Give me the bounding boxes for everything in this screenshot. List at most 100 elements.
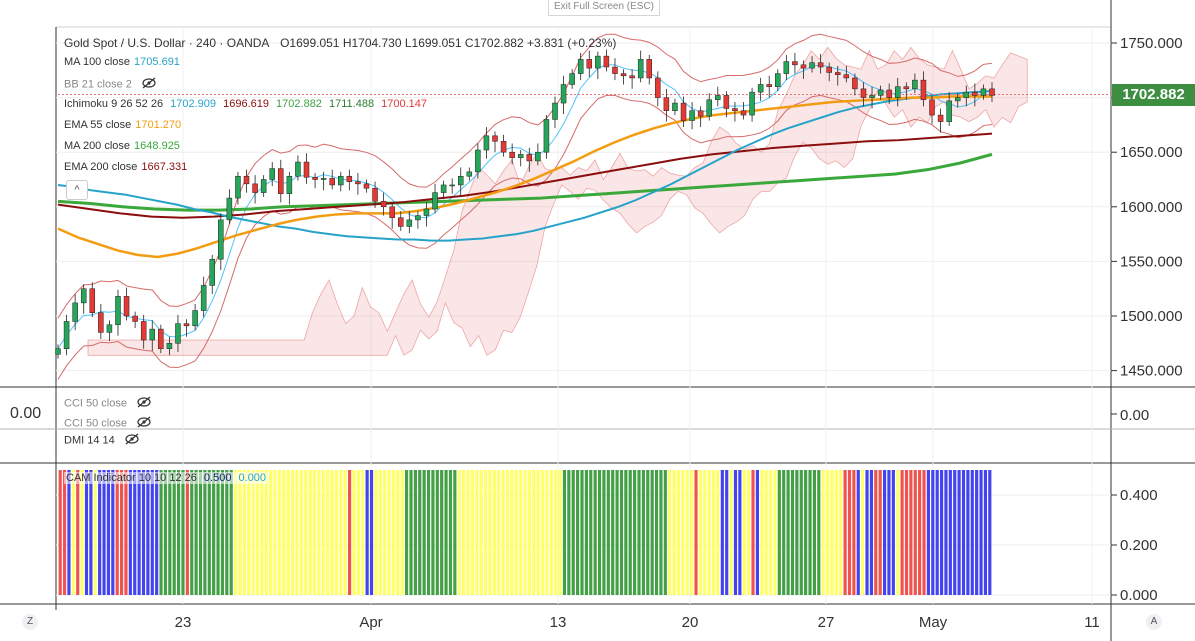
legend-bb[interactable]: BB 21 close 2 [64,77,157,92]
ema200-line [57,132,993,219]
cam-bar [887,470,891,595]
cam-bar [624,470,628,595]
collapse-legend-button[interactable]: ^ [66,180,88,200]
candle-body [355,181,361,185]
candle-body [449,184,455,187]
candle-body [183,323,190,327]
cam-bar [475,470,479,595]
cam-bar [185,470,189,595]
candle-body [629,75,635,79]
legend-cci-1[interactable]: CCI 50 close [64,396,152,411]
cam-bar [633,470,637,595]
exit-fullscreen-button[interactable]: Exit Full Screen (ESC) [548,0,660,16]
cam-bar [922,470,926,595]
candle-body [612,66,618,74]
cam-bar [554,470,558,595]
cam-bar [558,470,562,595]
candle-body [912,79,918,90]
cam-bar [861,470,865,595]
candle-body [843,74,850,79]
cam-bar [321,470,325,595]
cam-bar [856,470,860,595]
candle-body [483,135,490,151]
legend-ma100[interactable]: MA 100 close 1705.691 [64,56,180,68]
cam-bar [795,470,799,595]
cam-bar [194,470,198,595]
ichimoku-cloud-area [87,46,1028,356]
cam-bar [966,470,970,595]
candle-body [218,219,224,260]
cam-bar [119,470,124,595]
cam-bar [264,470,268,595]
cam-bar [804,470,808,595]
left-corner-button[interactable]: Z [22,614,38,630]
cam-bar [409,470,413,595]
candle-body [586,59,593,69]
cam-bar [334,470,339,595]
ema55-value: 1701.270 [135,119,182,131]
candle-body [929,99,935,116]
cam-bar [453,470,457,595]
cam-bar [751,470,755,595]
cam-bar [348,470,352,595]
x-tick-label: 20 [682,614,699,631]
hidden-eye-icon[interactable] [141,77,157,92]
moving-averages [57,90,1111,259]
ma200-label: MA 200 close [64,140,131,152]
cam-bar [435,470,439,595]
candle-body [346,175,353,182]
cam-bar [488,470,492,595]
cam-bar [847,470,852,595]
candle-body [286,175,293,194]
hidden-eye-icon[interactable] [124,433,140,448]
legend-ema55[interactable]: EMA 55 close 1701.270 [64,119,181,131]
legend-cci-2[interactable]: CCI 50 close [64,416,152,428]
hidden-eye-icon[interactable] [136,416,152,428]
cam-bar [589,470,593,595]
ohlc-readout: O1699.051 H1704.730 L1699.051 C1702.882 … [280,36,617,50]
y-tick-label: 0.200 [1120,537,1158,554]
ichimoku-cloud [87,46,1028,356]
cam-bar [711,470,716,595]
cam-bar [948,470,952,595]
candle-body [235,175,241,199]
cam-bar [251,470,255,595]
cam-bar [747,470,751,595]
cam-bar [176,470,181,595]
candle-body [775,73,781,87]
candle-body [723,95,730,109]
candle-body [517,154,524,158]
cam-bar [681,470,685,595]
chart-title: Gold Spot / U.S. Dollar · 240 · OANDA [64,36,269,50]
cam-bar [584,470,588,595]
cam-bar [330,470,334,595]
legend-cam[interactable]: CAM Indicator 10 10 12 26 0.500 0.000 [64,472,269,484]
auto-scale-button[interactable]: A [1146,614,1162,630]
legend-dmi[interactable]: DMI 14 14 [64,433,140,448]
candle-body [783,61,790,74]
cam-bar [352,470,356,595]
candle-body [937,114,944,122]
candle-body [106,324,113,333]
legend-ma200[interactable]: MA 200 close 1648.925 [64,140,180,152]
hidden-eye-icon[interactable] [136,396,152,411]
cam-bar [84,470,89,595]
cam-bar [457,470,461,595]
cci2-label: CCI 50 close [64,417,127,428]
candle-body [852,77,858,90]
cam-bar [961,470,966,595]
x-tick-label: 23 [175,614,192,631]
candle-body [466,171,473,177]
x-tick-label: 13 [550,614,567,631]
candle-body [766,84,772,87]
x-tick-label: 27 [818,614,835,631]
cam-bar [865,470,869,595]
legend-ema200[interactable]: EMA 200 close 1667.331 [64,161,187,173]
legend-ichimoku[interactable]: Ichimoku 9 26 52 26 1702.909 1696.619 17… [64,98,427,110]
cam-bar [720,470,724,595]
cam-bar [282,470,286,595]
cam-bar [637,470,641,595]
candle-body [560,84,567,104]
